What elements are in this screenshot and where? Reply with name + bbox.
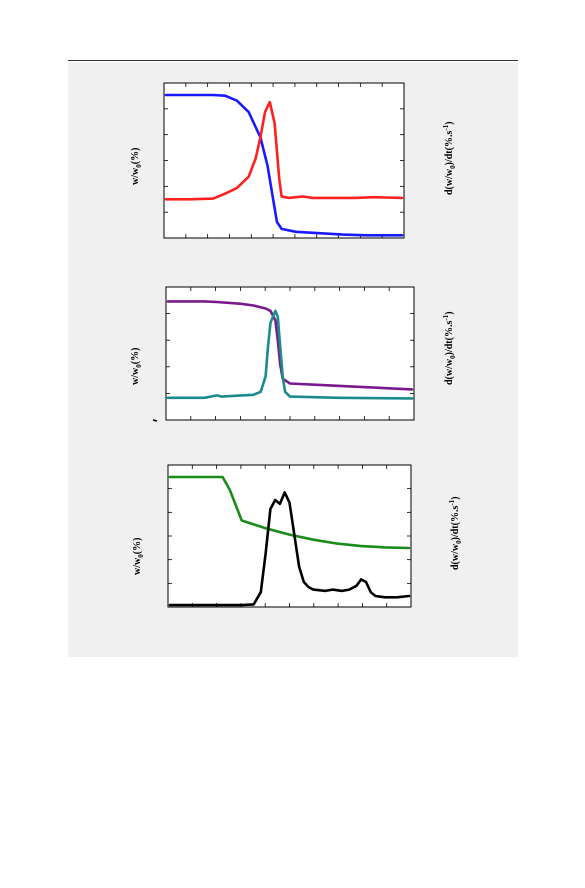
y-axis-label-left: w/w0(%) <box>130 348 143 385</box>
series-group <box>166 300 414 400</box>
axis-ticks <box>166 287 414 420</box>
plot-frame <box>165 286 415 421</box>
series-line-1 <box>164 93 404 237</box>
series-line-1 <box>166 300 414 391</box>
chart-panel-3: w/w0(%) d(w/w0)/dt(%.s-1) <box>132 464 463 608</box>
y-axis-label-left: w/w0(%) <box>130 148 143 185</box>
y-axis-label-left: w/w0(%) <box>132 538 145 575</box>
series-line-2 <box>166 309 414 400</box>
series-line-2 <box>164 100 404 201</box>
axis-ticks <box>164 83 404 238</box>
y-axis-label-right: d(w/w0)/dt(%.s-1) <box>442 121 457 195</box>
header-rule <box>68 60 518 61</box>
series-line-2 <box>168 491 411 607</box>
chart-panel-2: w/w0(%) d(w/w0)/dt(%.s-1) <box>130 286 457 422</box>
plot-frame <box>167 464 412 608</box>
y-axis-label-right: d(w/w0)/dt(%.s-1) <box>442 311 457 385</box>
y-axis-label-right: d(w/w0)/dt(%.s-1) <box>448 496 463 570</box>
chart-panel-1: w/w0(%) d(w/w0)/dt(%.s-1) <box>130 82 457 239</box>
series-group <box>168 475 411 607</box>
plot-frame <box>163 82 405 239</box>
series-group <box>164 93 404 237</box>
series-line-1 <box>168 475 411 550</box>
axis-ticks <box>168 465 411 607</box>
stray-tick-mark <box>152 419 158 422</box>
